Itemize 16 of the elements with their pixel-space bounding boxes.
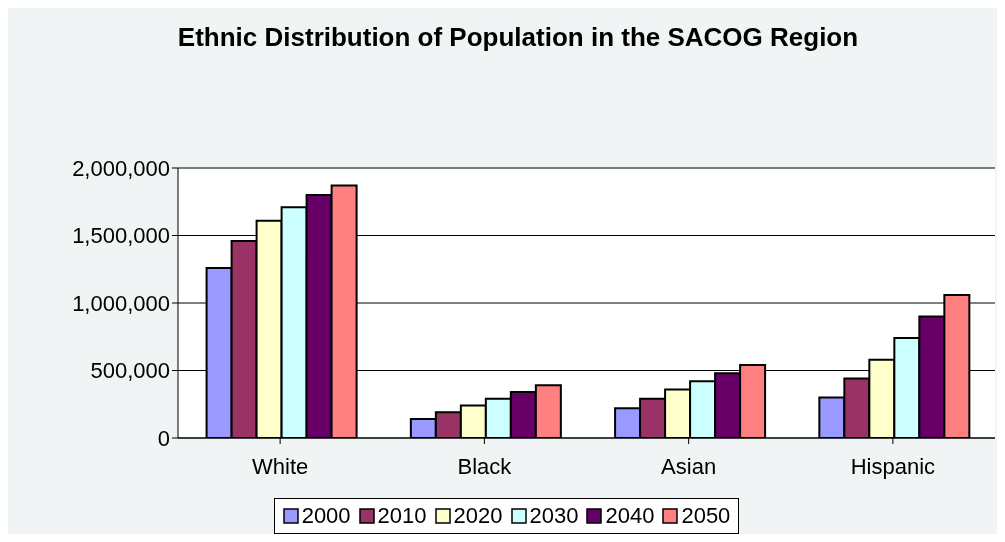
y-tick-label: 1,000,000: [72, 290, 170, 316]
y-tick-label: 2,000,000: [72, 155, 170, 181]
y-tick-label: 1,500,000: [72, 223, 170, 249]
legend-label: 2050: [680, 503, 731, 529]
x-tick-label: Hispanic: [850, 453, 936, 479]
legend-label: 2010: [376, 503, 427, 529]
y-tick-label: 0: [157, 425, 170, 451]
legend-label: 2000: [300, 503, 351, 529]
x-tick-label: Black: [457, 453, 513, 479]
x-tick-label: Asian: [661, 453, 717, 479]
x-tick-label: White: [252, 453, 309, 479]
legend-label: 2040: [604, 503, 655, 529]
y-tick-label: 500,000: [90, 358, 170, 384]
chart-title: Ethnic Distribution of Population in the SACOG Region: [176, 21, 860, 54]
legend-label: 2020: [452, 503, 503, 529]
legend-label: 2030: [528, 503, 579, 529]
